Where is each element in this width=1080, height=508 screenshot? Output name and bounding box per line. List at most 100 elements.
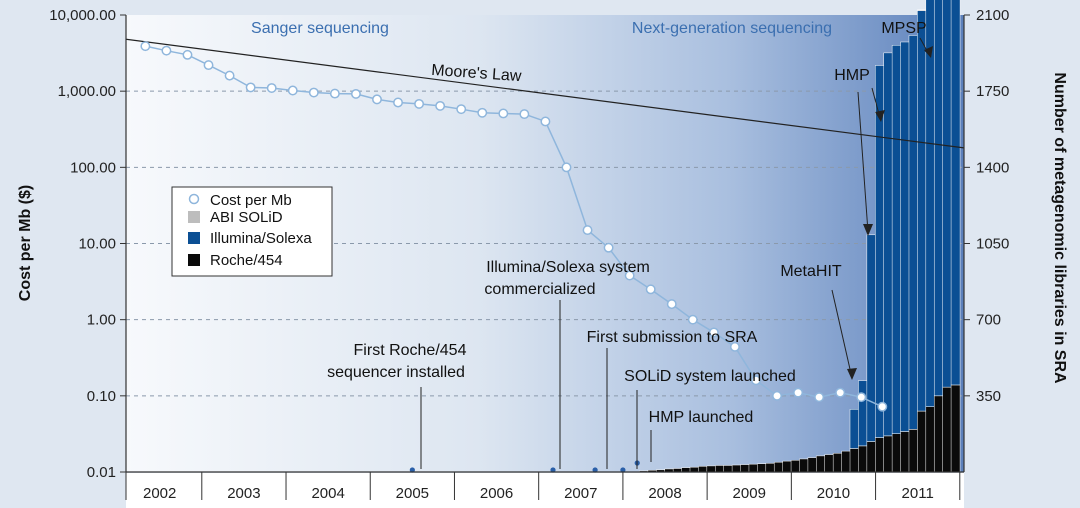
bar-roche-454 [832, 453, 843, 473]
legend-solid-swatch [188, 211, 200, 223]
bar-abi-solid [917, 9, 927, 11]
legend-roche-label: Roche/454 [210, 252, 283, 269]
cost-point [603, 242, 614, 253]
bar-roche-454 [950, 384, 961, 473]
cost-point [203, 60, 214, 71]
annotation-mpsp: MPSP [881, 20, 926, 37]
cost-point [624, 270, 635, 281]
cost-point [224, 70, 235, 81]
bar-roche-454 [883, 435, 893, 473]
year-label: 2008 [648, 485, 681, 502]
event-markers [409, 460, 640, 473]
cost-point [308, 87, 319, 98]
moores-law-line [125, 38, 965, 149]
bar-illumina-solexa [933, 0, 944, 397]
annotation-roche-line1: First Roche/454 [354, 342, 467, 359]
event-marker [620, 467, 626, 473]
year-label: 2004 [311, 485, 344, 502]
cost-point [140, 41, 151, 52]
bar-roche-454 [765, 463, 776, 473]
bar-illumina-solexa [849, 409, 860, 449]
bar-roche-454 [824, 454, 834, 473]
annotation-leaders [420, 37, 931, 469]
bar-illumina-solexa [875, 65, 885, 438]
legend-cost-marker [188, 193, 200, 205]
bar-roche-454 [723, 465, 733, 473]
bar-roche-454 [875, 437, 885, 473]
right-axis-ticks: 2100 1750 1400 1050 700 350 [964, 7, 1009, 405]
bar-roche-454 [799, 458, 809, 473]
moores-law-trend [125, 38, 965, 149]
cost-point [519, 109, 530, 120]
cost-point [182, 49, 193, 60]
bar-illumina-solexa [917, 10, 927, 412]
cost-point [772, 390, 782, 401]
year-label: 2011 [902, 485, 934, 502]
right-tick-label: 350 [976, 388, 1001, 405]
bar-roche-454 [757, 463, 767, 473]
bar-illumina-solexa [942, 0, 952, 388]
cost-point [687, 314, 698, 325]
cost-point [350, 88, 361, 99]
right-tick-label: 1750 [976, 83, 1009, 100]
cost-point [435, 100, 446, 111]
bar-illumina-solexa [883, 52, 893, 437]
bar-illumina-solexa [950, 0, 961, 386]
cost-point [877, 401, 888, 412]
cost-point [856, 392, 867, 403]
year-strip [126, 473, 964, 508]
annotation-illumina-line1: Illumina/Solexa system [486, 259, 650, 276]
annotation-moores-law: Moore's Law [431, 62, 523, 85]
library-bars [639, 0, 961, 473]
left-tick-label: 0.01 [87, 464, 116, 481]
cost-point [498, 108, 509, 119]
bar-roche-454 [731, 464, 742, 473]
legend-roche-swatch [188, 254, 200, 266]
year-label: 2009 [733, 485, 766, 502]
bar-roche-454 [917, 410, 927, 473]
cost-point [814, 392, 825, 403]
cost-point [414, 98, 425, 109]
cost-point [161, 45, 172, 56]
left-axis-ticks: 10,000.00 1,000.00 100.00 10.00 1.00 0.10 0.01 [49, 7, 126, 481]
legend-box [171, 186, 333, 277]
right-tick-label: 1050 [976, 236, 1009, 253]
bar-roche-454 [740, 464, 750, 473]
cost-point [393, 97, 403, 108]
annotation-solid: SOLiD system launched [624, 368, 796, 385]
cost-point [708, 327, 719, 338]
year-label: 2003 [227, 485, 260, 502]
cost-point [751, 375, 761, 386]
bar-roche-454 [698, 466, 708, 473]
bar-roche-454 [849, 448, 860, 473]
year-axis: 2002 2003 2004 2005 2006 2007 2008 2009 2010 2011 [125, 472, 961, 502]
bar-roche-454 [689, 466, 700, 473]
bar-roche-454 [790, 459, 801, 473]
bar-roche-454 [782, 460, 792, 473]
cost-point [456, 104, 467, 115]
right-tick-label: 2100 [976, 7, 1009, 24]
cost-point [329, 88, 340, 99]
legend-solid-label: ABI SOLiD [210, 209, 283, 226]
bar-roche-454 [807, 457, 818, 473]
bar-roche-454 [866, 441, 877, 473]
legend-illumina-swatch [188, 232, 200, 244]
bar-roche-454 [841, 450, 851, 473]
cost-point [793, 387, 804, 398]
cost-point [729, 341, 740, 352]
bar-roche-454 [816, 455, 826, 473]
bar-illumina-solexa [900, 41, 910, 432]
year-label: 2006 [480, 485, 513, 502]
event-marker [409, 467, 415, 473]
bar-roche-454 [706, 465, 717, 473]
left-tick-label: 10.00 [78, 236, 116, 253]
annotation-metahit: MetaHIT [780, 263, 842, 280]
right-tick-label: 700 [976, 312, 1001, 329]
annotation-roche-line2: sequencer installed [327, 364, 465, 381]
left-tick-label: 0.10 [87, 388, 116, 405]
cost-point [582, 225, 593, 236]
annotation-hmp: HMP [834, 67, 870, 84]
bar-roche-454 [681, 467, 691, 473]
bar-illumina-solexa [866, 234, 877, 442]
